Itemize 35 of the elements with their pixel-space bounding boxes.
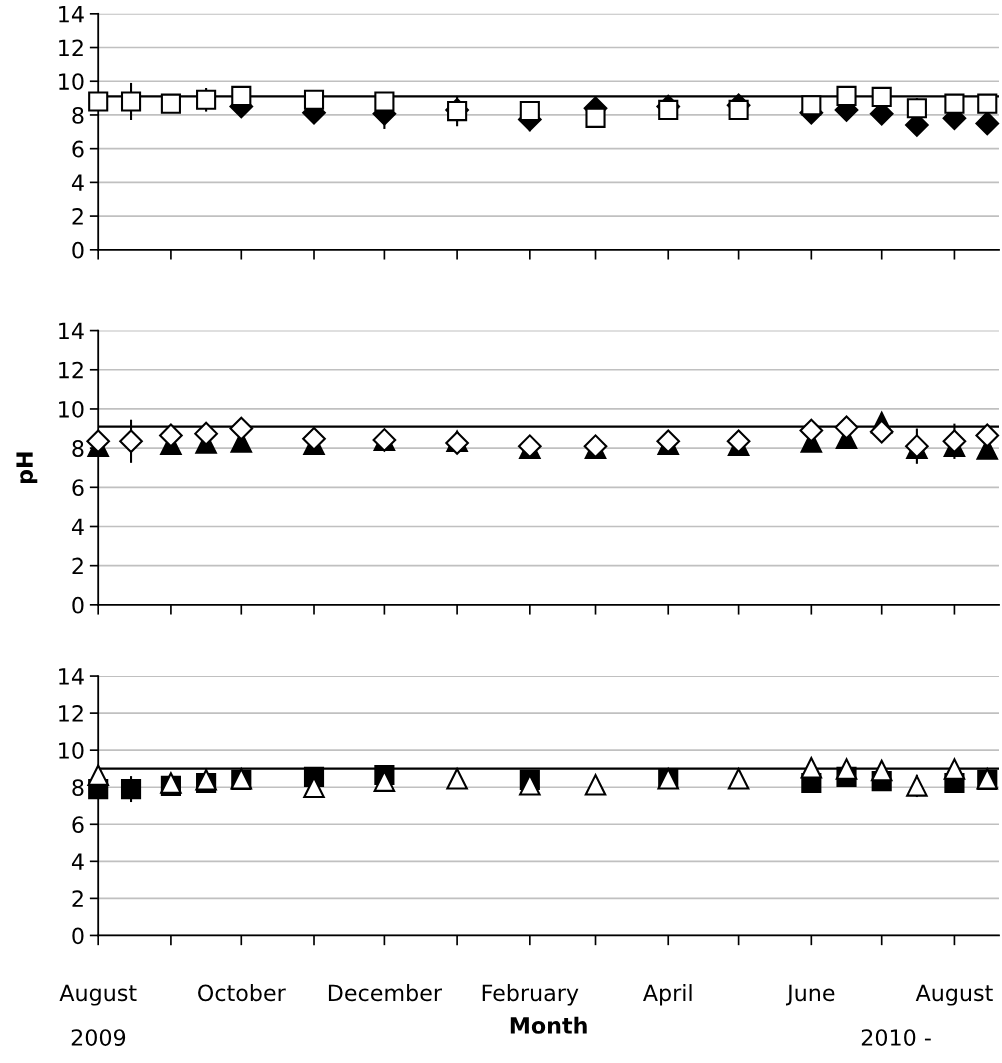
y-axis-title: pH — [16, 452, 38, 484]
y-tick-label: 0 — [72, 596, 84, 614]
x-tick-label: August — [915, 984, 993, 1006]
y-tick-label: 8 — [72, 106, 84, 124]
y-tick-label: 4 — [71, 518, 84, 535]
x-tick-label: October — [198, 984, 286, 1002]
y-tick-label: 10 — [59, 400, 84, 418]
x-tick-label: April — [643, 984, 692, 1006]
x-axis-title: Month — [510, 1016, 587, 1034]
y-tick-label: 2 — [72, 208, 83, 225]
y-tick-label: 2 — [72, 890, 83, 907]
y-tick-label: 4 — [71, 174, 84, 191]
x-tick-label: June — [785, 984, 835, 1006]
text: 2010 - — [861, 1029, 931, 1046]
x-tick-label: August — [59, 984, 137, 1006]
y-tick-label: 12 — [59, 39, 83, 56]
y-tick-label: 6 — [72, 816, 84, 834]
y-tick-label: 6 — [72, 140, 84, 158]
y-tick-label: 10 — [59, 73, 84, 90]
y-tick-label: 0 — [72, 927, 84, 945]
y-tick-label: 14 — [59, 6, 84, 23]
y-tick-label: 14 — [59, 322, 84, 340]
y-tick-label: 2 — [72, 557, 83, 575]
y-tick-label: 12 — [59, 705, 83, 722]
y-tick-label: 10 — [59, 742, 84, 759]
x-tick-label: December — [328, 984, 442, 1002]
y-tick-label: 4 — [71, 853, 84, 870]
y-tick-label: 0 — [72, 241, 84, 259]
y-tick-label: 8 — [72, 779, 84, 796]
y-tick-label: 8 — [72, 440, 84, 457]
text: 2009 — [71, 1029, 126, 1046]
x-tick-label: February — [482, 984, 579, 1006]
y-tick-label: 6 — [72, 479, 84, 497]
y-tick-label: 12 — [59, 361, 83, 379]
y-tick-label: 14 — [59, 668, 84, 685]
